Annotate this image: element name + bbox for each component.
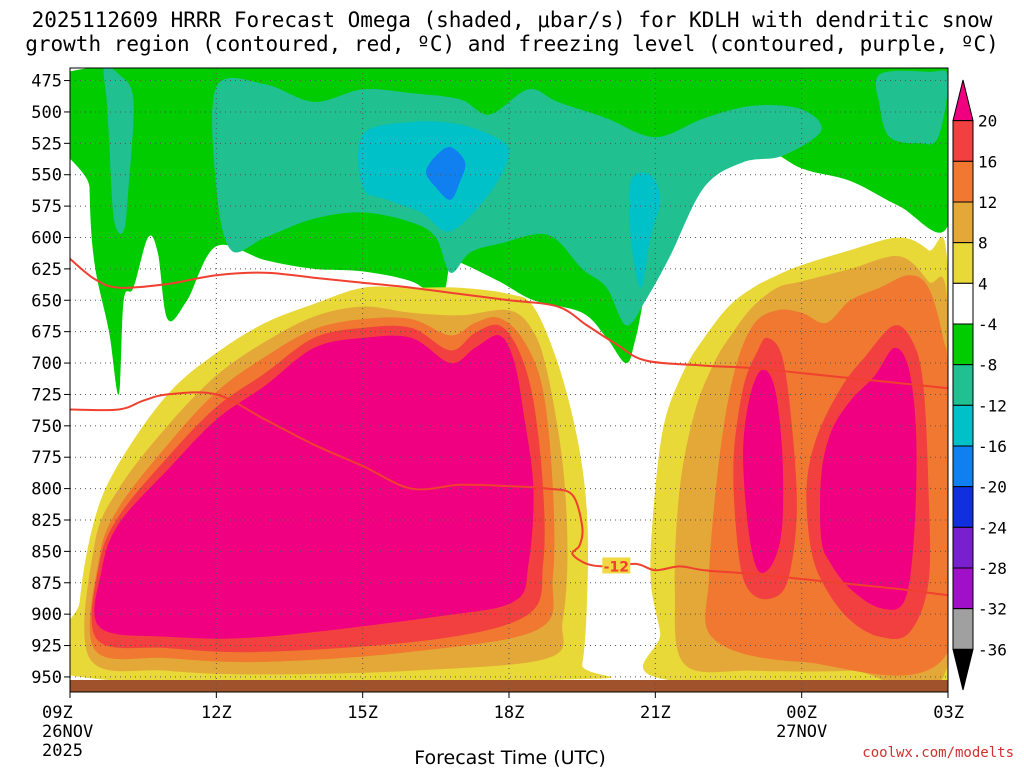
x-tick-label-12Z: 12Z (201, 703, 232, 723)
y-tick-label-725: 725 (31, 385, 62, 405)
y-tick-label-800: 800 (31, 480, 62, 500)
colorbar-label-1: 16 (978, 152, 997, 171)
colorbar-label-11: -28 (978, 559, 1007, 578)
colorbar-bin-7 (952, 364, 974, 406)
y-tick-label-575: 575 (31, 197, 62, 217)
colorbar-bin-8 (952, 404, 974, 447)
y-tick-label-525: 525 (31, 134, 62, 154)
colorbar-bin-0 (952, 79, 974, 122)
y-tick-label-700: 700 (31, 354, 62, 374)
colorbar-bin-12 (952, 567, 974, 610)
x-tick-label-09Z: 09Z (42, 703, 73, 723)
colorbar-bin-11 (952, 526, 974, 569)
colorbar-label-0: 20 (978, 112, 997, 131)
y-tick-label-925: 925 (31, 637, 62, 657)
x-year-label-2025: 2025 (42, 741, 83, 761)
colorbar-label-3: 8 (978, 234, 988, 253)
colorbar-bin-6 (952, 323, 974, 366)
colorbar-label-7: -12 (978, 396, 1007, 415)
colorbar-bin-2 (952, 160, 974, 203)
y-tick-label-900: 900 (31, 605, 62, 625)
x-date-label-26NOV: 26NOV (42, 722, 93, 742)
colorbar-bin-5 (952, 282, 974, 325)
colorbar-label-13: -36 (978, 640, 1007, 659)
omega-region-rise-magenta-2b (820, 347, 917, 610)
chart-title-line2: growth region (contoured, red, ºC) and f… (25, 32, 999, 56)
y-tick-label-950: 950 (31, 668, 62, 688)
dgz-contour-2 (70, 391, 948, 597)
x-tick-label-18Z: 18Z (494, 703, 525, 723)
colorbar-bin-13 (952, 608, 974, 650)
x-tick-label-00Z: 00Z (786, 703, 817, 723)
colorbar-label-5: -4 (978, 315, 997, 334)
omega-region-sink-teal-3 (875, 70, 948, 145)
omega-region-sink-teal-1 (103, 68, 134, 234)
y-tick-label-675: 675 (31, 323, 62, 343)
colorbar-label-12: -32 (978, 600, 1007, 619)
colorbar-label-10: -24 (978, 518, 1007, 537)
x-date-label-27NOV: 27NOV (776, 722, 827, 742)
omega-region-rise-magenta-1 (94, 335, 534, 639)
omega-region-sink-blue (426, 146, 466, 200)
colorbar-label-9: -20 (978, 478, 1007, 497)
colorbar-bin-9 (952, 445, 974, 488)
colorbar-bin-1 (952, 120, 974, 162)
omega-region-rise-magenta-2a (743, 369, 784, 574)
colorbar-bin-4 (952, 242, 974, 284)
colorbar-bin-14 (952, 648, 974, 691)
x-tick-label-15Z: 15Z (347, 703, 378, 723)
y-tick-label-500: 500 (31, 103, 62, 123)
x-tick-label-21Z: 21Z (640, 703, 671, 723)
colorbar-label-6: -8 (978, 356, 997, 375)
dgz-contour-1 (70, 258, 948, 390)
y-tick-label-600: 600 (31, 228, 62, 248)
chart-title-line1: 2025112609 HRRR Forecast Omega (shaded, … (31, 8, 993, 32)
y-tick-label-850: 850 (31, 542, 62, 562)
y-tick-label-825: 825 (31, 511, 62, 531)
colorbar-label-2: 12 (978, 193, 997, 212)
omega-region-sink-cyan-2 (629, 172, 661, 288)
y-tick-label-875: 875 (31, 574, 62, 594)
x-axis-label: Forecast Time (UTC) (414, 747, 605, 768)
y-tick-label-775: 775 (31, 448, 62, 468)
contour-label-0: -12 (604, 559, 629, 575)
x-tick-label-03Z: 03Z (933, 703, 964, 723)
contour-label-bg-0 (602, 557, 631, 574)
y-tick-label-625: 625 (31, 260, 62, 280)
y-tick-label-475: 475 (31, 72, 62, 92)
colorbar-bin-10 (952, 486, 974, 528)
credit-text: coolwx.com/modelts (862, 745, 1014, 761)
colorbar-bin-3 (952, 201, 974, 244)
y-tick-label-650: 650 (31, 291, 62, 311)
colorbar-label-4: 4 (978, 274, 988, 293)
colorbar-label-8: -16 (978, 437, 1007, 456)
y-tick-label-550: 550 (31, 166, 62, 186)
ground-strip (70, 680, 948, 692)
y-tick-label-750: 750 (31, 417, 62, 437)
